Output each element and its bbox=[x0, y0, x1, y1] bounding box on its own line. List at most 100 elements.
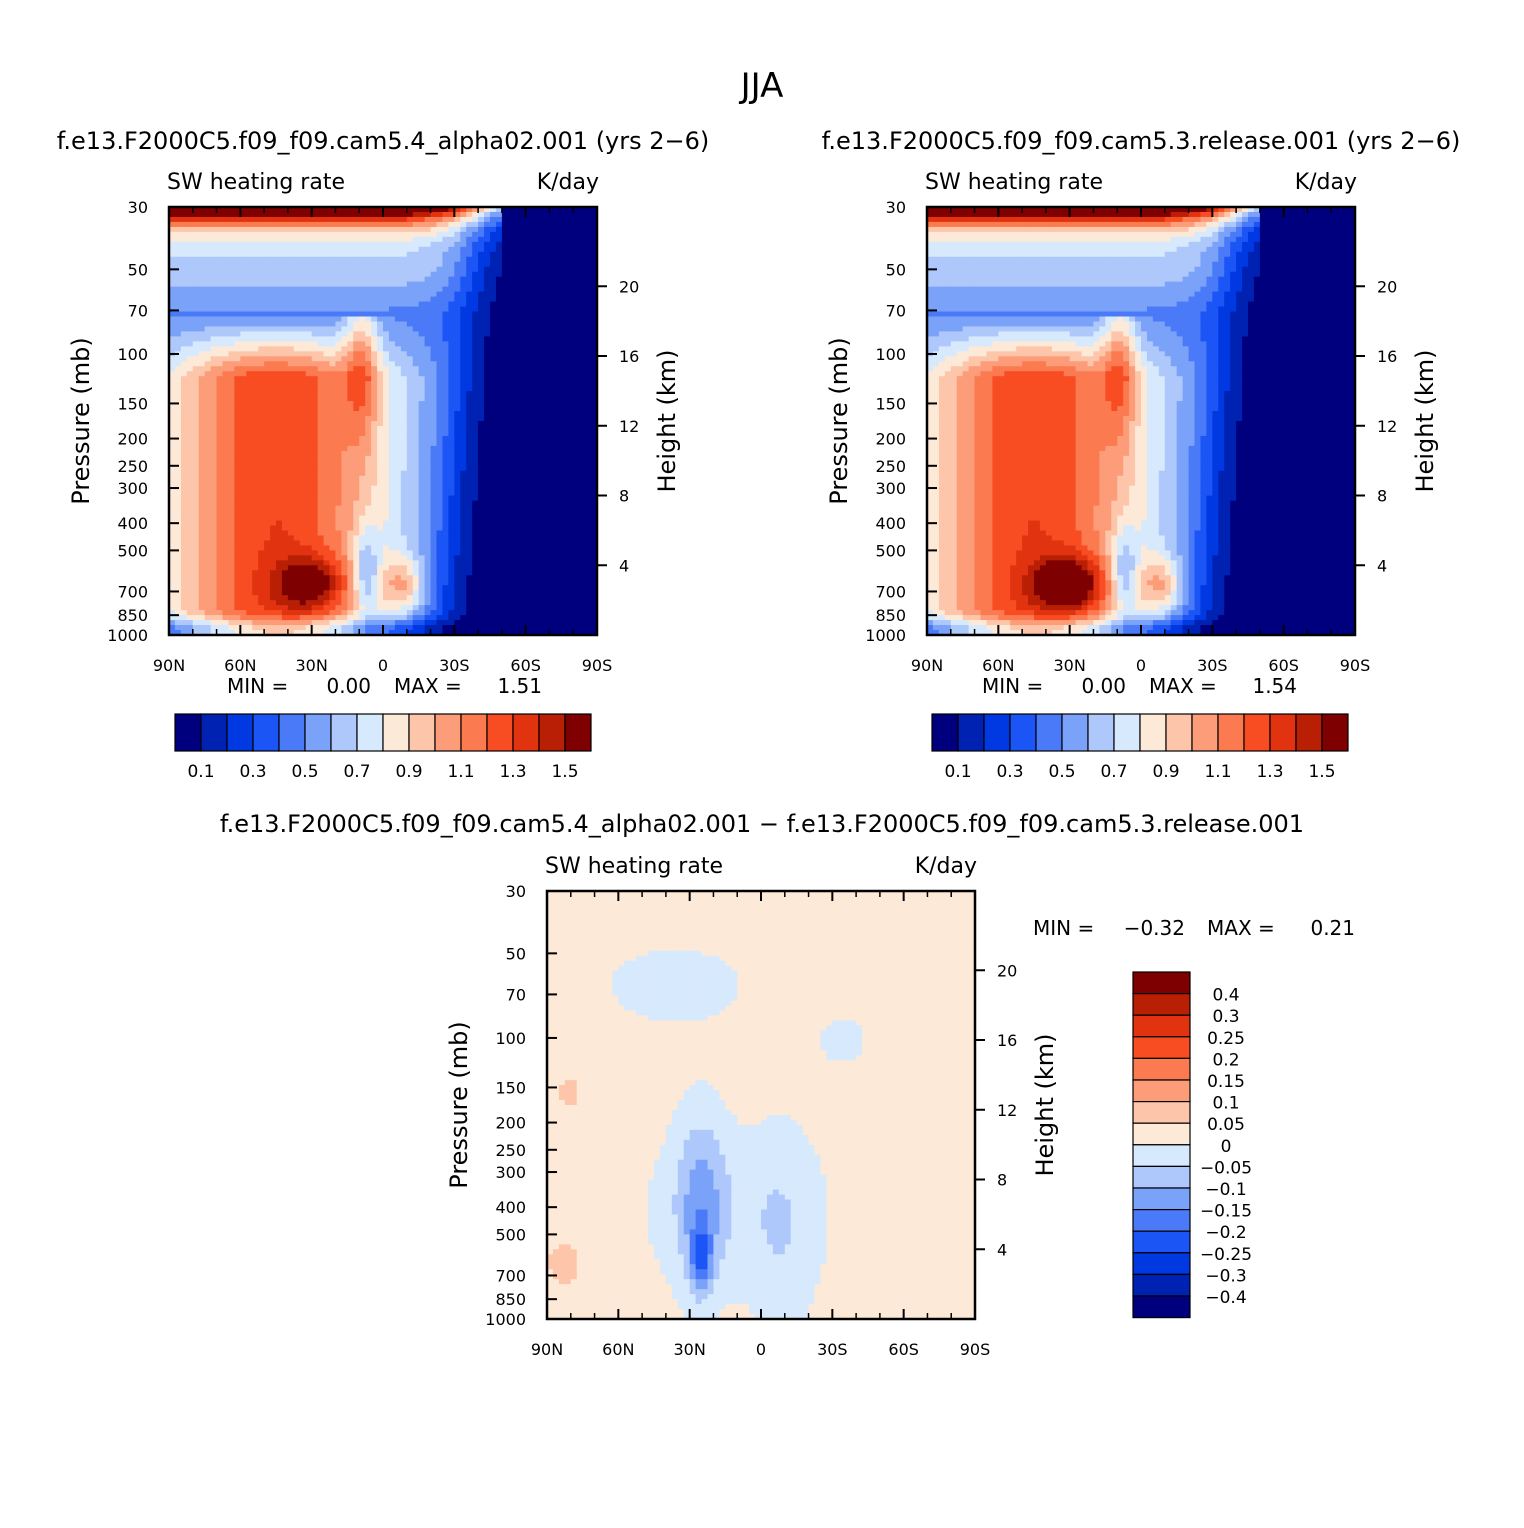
contour-cell bbox=[287, 296, 295, 303]
contour-cell bbox=[579, 331, 586, 337]
contour-cell bbox=[507, 371, 515, 377]
contour-cell bbox=[281, 251, 289, 258]
contour-cell bbox=[472, 381, 479, 387]
contour-cell bbox=[258, 366, 265, 372]
contour-cell bbox=[543, 460, 551, 467]
contour-cell bbox=[388, 236, 396, 243]
contour-cell bbox=[472, 207, 479, 213]
contour-cell bbox=[531, 376, 539, 382]
contour-cell bbox=[573, 386, 580, 392]
contour-cell bbox=[549, 326, 556, 333]
contour-cell bbox=[198, 515, 206, 522]
contour-cell bbox=[204, 510, 212, 517]
contour-cell bbox=[531, 281, 539, 288]
contour-cell bbox=[501, 371, 509, 377]
contour-cell bbox=[353, 540, 360, 547]
contour-cell bbox=[305, 525, 313, 532]
contour-cell bbox=[448, 430, 455, 437]
contour-cell bbox=[478, 450, 485, 457]
contour-cell bbox=[246, 470, 253, 477]
contour-cell bbox=[204, 391, 212, 397]
contour-cell bbox=[252, 236, 259, 243]
contour-cell bbox=[252, 276, 259, 283]
contour-cell bbox=[341, 316, 348, 323]
contour-cell bbox=[478, 430, 485, 437]
contour-cell bbox=[299, 286, 307, 293]
contour-cell bbox=[353, 231, 360, 238]
contour-cell bbox=[484, 520, 491, 527]
contour-cell bbox=[347, 435, 354, 442]
contour-cell bbox=[299, 540, 307, 547]
contour-cell bbox=[180, 216, 188, 223]
contour-cell bbox=[454, 221, 461, 228]
contour-cell bbox=[228, 505, 235, 512]
contour-cell bbox=[460, 231, 467, 238]
contour-cell bbox=[537, 231, 545, 238]
contour-cell bbox=[567, 440, 574, 447]
contour-cell bbox=[174, 505, 182, 512]
contour-cell bbox=[228, 465, 235, 472]
contour-cell bbox=[252, 455, 259, 462]
contour-cell bbox=[525, 490, 533, 497]
contour-cell bbox=[454, 251, 461, 258]
contour-cell bbox=[519, 515, 527, 522]
contour-cell bbox=[371, 465, 378, 472]
contour-cell bbox=[519, 396, 527, 402]
contour-cell bbox=[192, 455, 200, 462]
contour-cell bbox=[174, 371, 182, 377]
contour-cell bbox=[567, 475, 574, 482]
contour-cell bbox=[258, 286, 265, 293]
contour-cell bbox=[591, 421, 597, 427]
contour-cell bbox=[335, 485, 342, 492]
contour-cell bbox=[543, 341, 551, 347]
contour-cell bbox=[210, 251, 218, 258]
contour-cell bbox=[287, 435, 295, 442]
contour-cell bbox=[525, 520, 533, 527]
contour-cell bbox=[293, 246, 301, 253]
contour-cell bbox=[519, 406, 527, 412]
contour-cell bbox=[507, 445, 515, 452]
contour-cell bbox=[555, 266, 562, 273]
contour-cell bbox=[460, 356, 467, 362]
contour-cell bbox=[472, 455, 479, 462]
contour-cell bbox=[252, 381, 259, 387]
contour-cell bbox=[472, 435, 479, 442]
contour-cell bbox=[561, 510, 568, 517]
contour-cell bbox=[436, 416, 444, 422]
contour-cell bbox=[436, 336, 444, 342]
contour-cell bbox=[329, 460, 337, 467]
contour-cell bbox=[287, 306, 295, 313]
contour-cell bbox=[525, 525, 533, 532]
contour-cell bbox=[495, 251, 503, 258]
contour-cell bbox=[246, 316, 253, 323]
contour-cell bbox=[240, 311, 247, 318]
contour-cell bbox=[507, 266, 515, 273]
contour-cell bbox=[347, 535, 354, 542]
contour-cell bbox=[276, 226, 283, 233]
contour-cell bbox=[299, 216, 307, 223]
contour-cell bbox=[448, 296, 455, 303]
contour-cell bbox=[436, 231, 444, 238]
contour-cell bbox=[573, 361, 580, 367]
contour-cell bbox=[567, 455, 574, 462]
contour-cell bbox=[567, 351, 574, 357]
contour-cell bbox=[198, 460, 206, 467]
contour-cell bbox=[436, 341, 444, 347]
contour-cell bbox=[186, 421, 194, 427]
contour-cell bbox=[579, 465, 586, 472]
contour-cell bbox=[323, 440, 331, 447]
contour-cell bbox=[507, 231, 515, 238]
contour-cell bbox=[204, 376, 212, 382]
contour-cell bbox=[204, 251, 212, 258]
contour-cell bbox=[371, 266, 378, 273]
contour-cell bbox=[359, 485, 366, 492]
contour-cell bbox=[448, 291, 455, 298]
contour-cell bbox=[180, 211, 188, 218]
contour-cell bbox=[281, 480, 289, 487]
contour-cell bbox=[281, 520, 289, 527]
contour-cell bbox=[287, 371, 295, 377]
contour-cell bbox=[240, 216, 247, 223]
contour-cell bbox=[311, 525, 319, 532]
contour-cell bbox=[341, 351, 348, 357]
contour-cell bbox=[472, 396, 479, 402]
